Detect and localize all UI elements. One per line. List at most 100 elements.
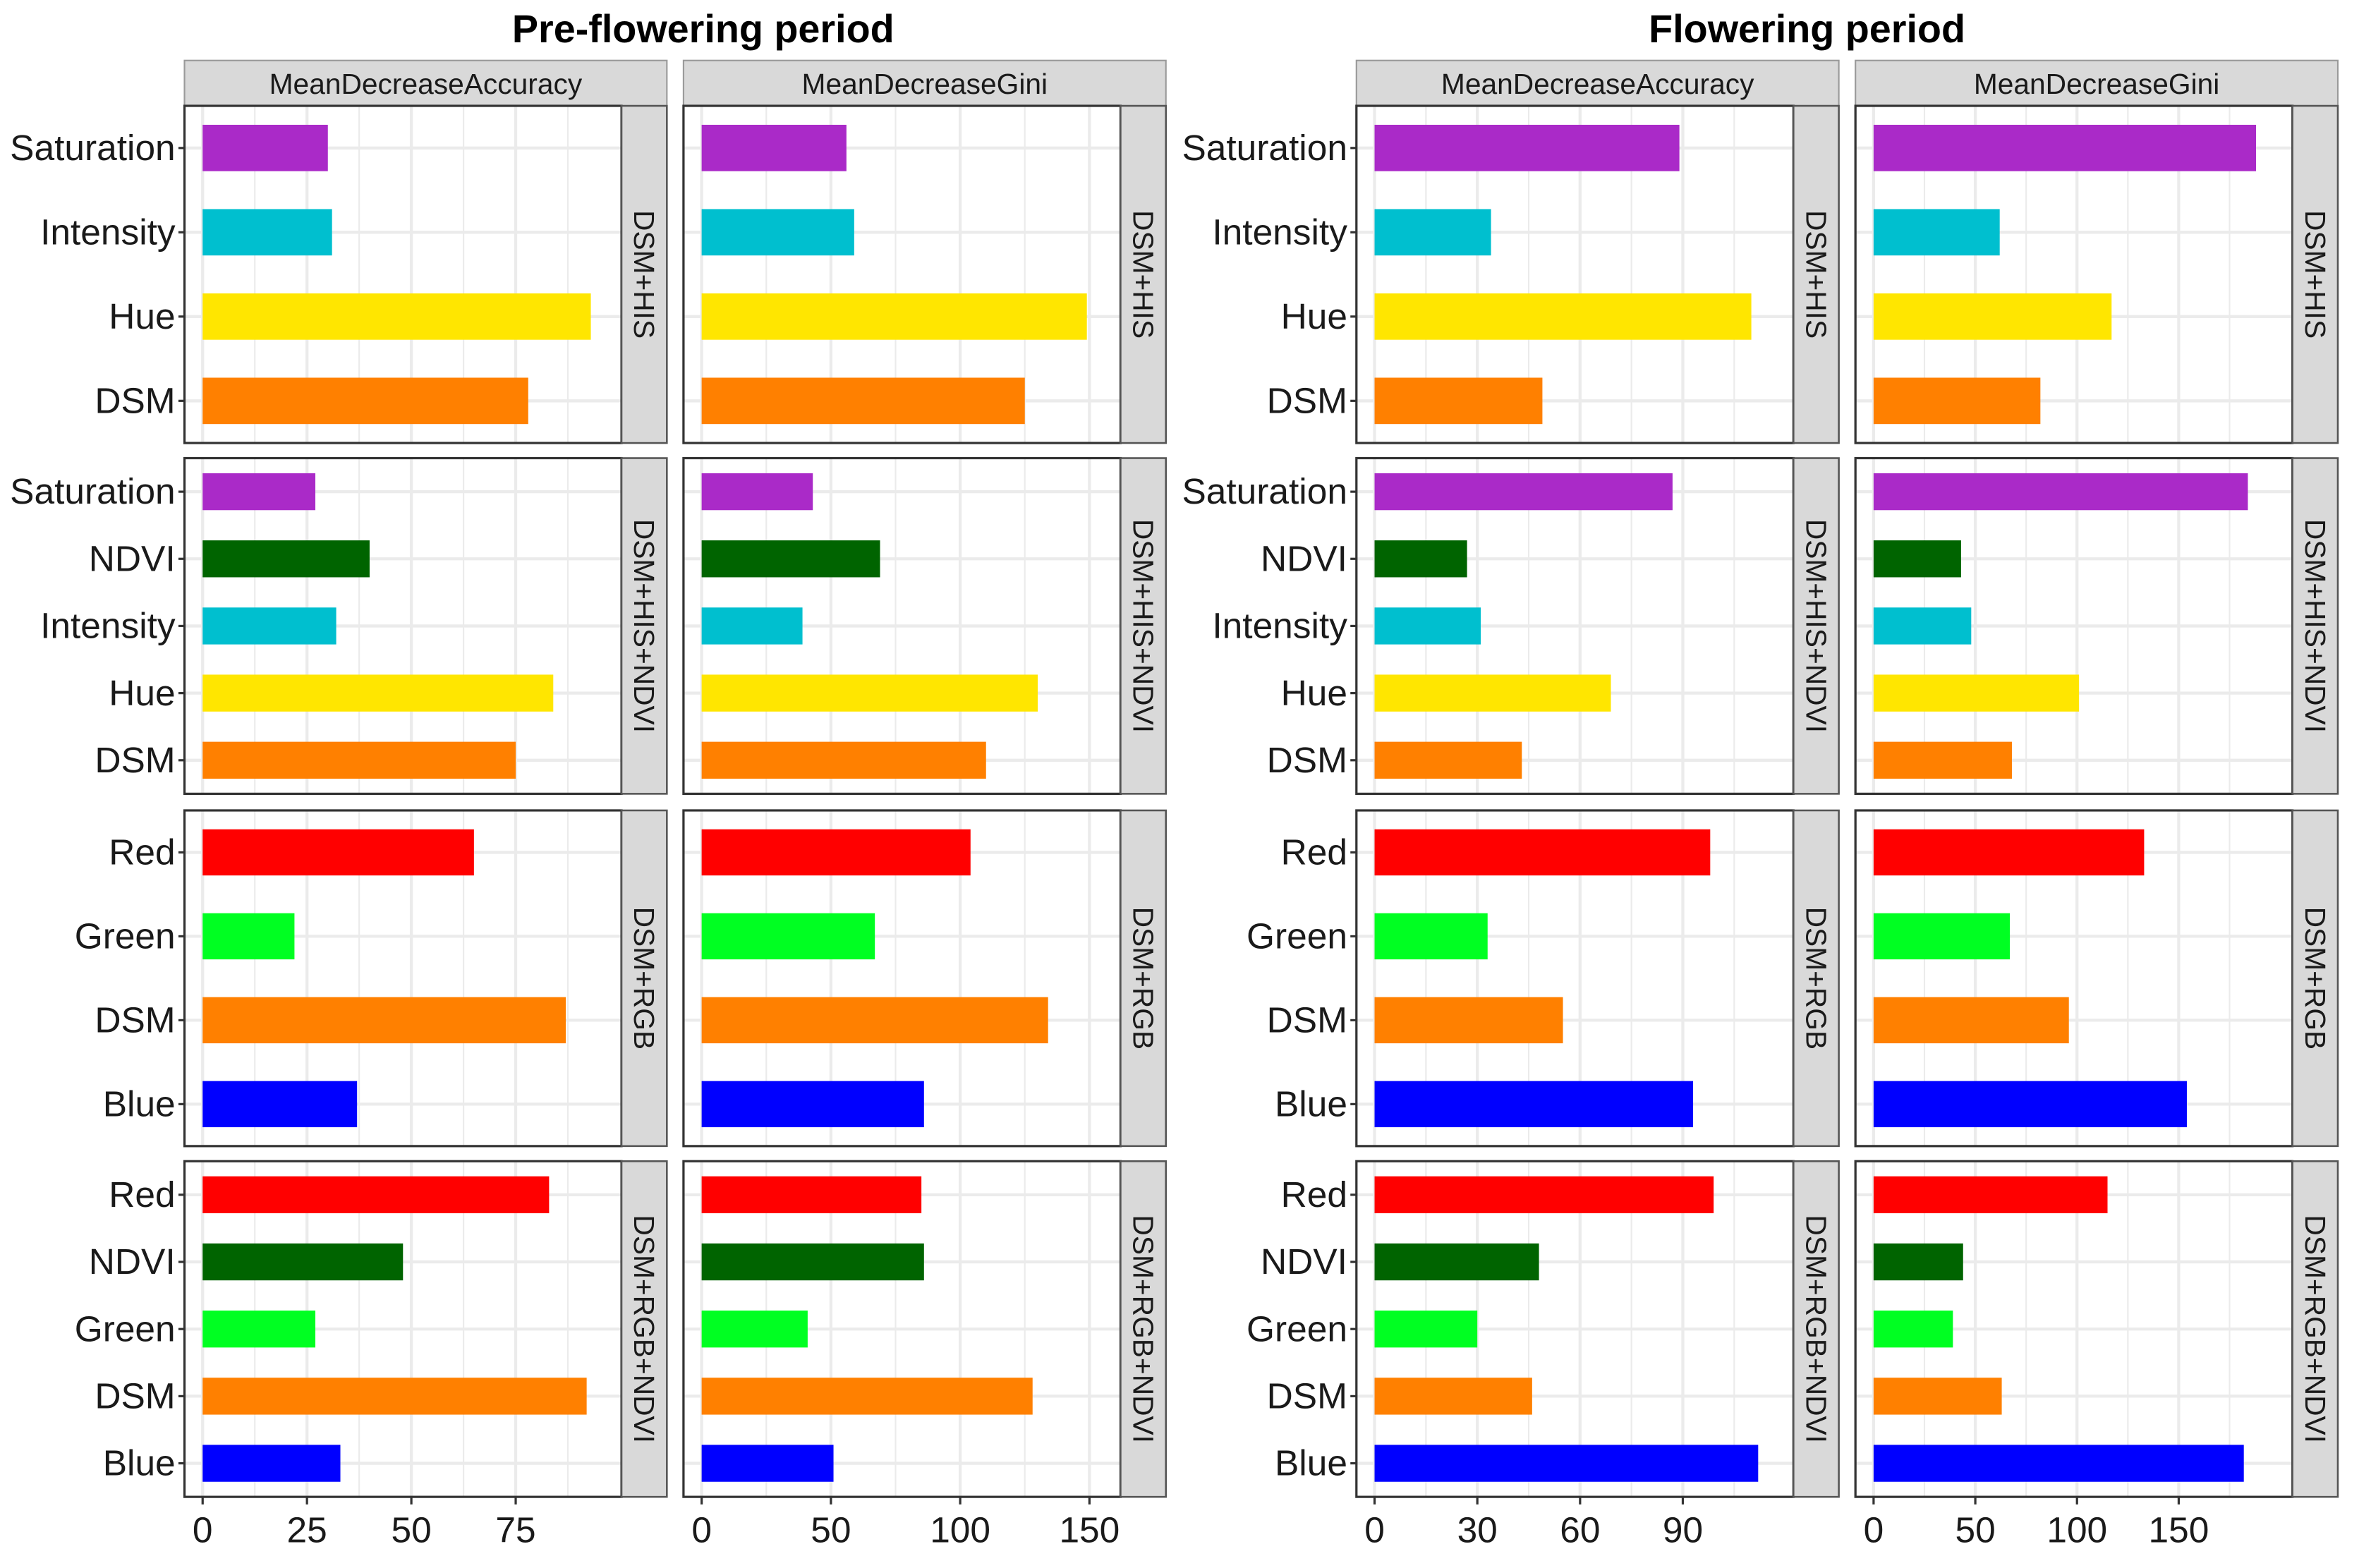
facet-row-strip [2291,104,2339,444]
bar-green [202,913,295,960]
y-tick-label: Blue [1275,1083,1347,1124]
facet-column-strip [1355,59,1840,107]
facet-row-label: DSM+RGB [1127,907,1160,1050]
bar-green [1374,913,1488,960]
y-tick-label: DSM [1267,379,1347,420]
bar-hue [1374,674,1611,712]
y-tick-label: NDVI [89,1241,176,1282]
bar-saturation [701,473,813,511]
group-title: Flowering period [1649,7,1965,51]
bar-dsm [701,741,986,779]
y-tick-label: Blue [103,1083,176,1124]
y-tick-label: Green [75,916,176,956]
y-tick-label: Green [1247,1308,1347,1349]
bar-dsm [1873,997,2069,1044]
facet-row-label: DSM+RGB+NDVI [2299,1215,2331,1443]
bar-dsm [202,997,566,1044]
bar-saturation [1873,473,2248,511]
facet-row-label: DSM+HIS+NDVI [2299,519,2331,733]
y-tick-label: Intensity [40,211,176,252]
y-tick-label: Red [1281,1174,1347,1215]
bar-dsm [1374,1378,1532,1415]
y-tick-label: DSM [95,1375,175,1416]
bar-ndvi [202,1243,404,1281]
y-tick-label: Red [1281,832,1347,873]
x-tick-label: 75 [495,1509,535,1550]
facet-row-label: DSM+HIS+NDVI [1800,519,1832,733]
bar-dsm [701,1378,1033,1415]
bar-blue [202,1445,341,1482]
facet-row-strip [1793,809,1840,1148]
x-tick-label: 0 [1864,1509,1884,1550]
x-tick-label: 50 [811,1509,851,1550]
x-tick-label: 60 [1560,1509,1600,1550]
bar-red [701,1176,922,1214]
y-tick-label: NDVI [89,537,176,578]
bar-dsm [202,1378,587,1415]
bar-dsm [1374,997,1563,1044]
x-tick-label: 90 [1663,1509,1703,1550]
y-tick-label: Hue [1281,296,1347,336]
bar-saturation [701,124,847,171]
y-tick-label: DSM [95,379,175,420]
facet-row-label: DSM+HIS [628,210,660,339]
x-tick-label: 150 [2149,1509,2209,1550]
bar-dsm [701,377,1025,425]
bar-hue [1374,293,1752,340]
bar-saturation [202,124,328,171]
facet-row-label: DSM+HIS [2299,210,2331,339]
facet-column-strip [183,59,668,107]
x-tick-label: 0 [1364,1509,1385,1550]
bar-dsm [1374,377,1543,425]
bar-red [701,829,971,876]
bar-dsm [1873,1378,2002,1415]
facet-row-label: DSM+RGB [628,907,660,1050]
y-tick-label: Saturation [1182,127,1347,168]
facet-column-label: MeanDecreaseAccuracy [269,68,583,100]
y-tick-label: NDVI [1261,1241,1347,1282]
bar-intensity [1374,607,1481,645]
facet-row-label: DSM+RGB+NDVI [1800,1215,1832,1443]
facet-row-label: DSM+RGB [1800,907,1832,1050]
facet-row-label: DSM+HIS+NDVI [628,519,660,733]
bar-dsm [1873,741,2012,779]
bar-dsm [1873,377,2041,425]
y-tick-label: DSM [95,739,175,780]
facet-row-strip [620,457,668,795]
bar-intensity [1374,209,1491,256]
bar-blue [1873,1445,2244,1482]
bar-ndvi [1374,1243,1539,1281]
bar-intensity [202,209,332,256]
bar-blue [202,1081,358,1128]
bar-green [701,1311,808,1348]
facet-row-label: DSM+RGB+NDVI [628,1215,660,1443]
facet-row-label: DSM+HIS [1127,210,1160,339]
y-tick-label: Blue [103,1442,176,1483]
y-tick-label: Red [109,832,175,873]
bar-intensity [1873,209,2000,256]
facet-row-label: DSM+HIS [1800,210,1832,339]
bar-saturation [1374,473,1673,511]
bar-ndvi [202,540,370,578]
y-tick-label: Hue [1281,672,1347,713]
bar-dsm [202,377,528,425]
facet-row-strip [2291,1160,2339,1498]
facet-row-strip [2291,457,2339,795]
x-tick-label: 0 [691,1509,712,1550]
bar-hue [202,674,554,712]
y-tick-label: Green [1247,916,1347,956]
x-tick-label: 150 [1059,1509,1120,1550]
bar-hue [1873,293,2112,340]
bar-ndvi [1374,540,1467,578]
facet-row-label: DSM+RGB [2299,907,2331,1050]
bar-red [1873,829,2145,876]
facet-column-label: MeanDecreaseGini [1974,68,2220,100]
x-tick-label: 100 [2046,1509,2107,1550]
bar-blue [701,1445,834,1482]
facet-column-label: MeanDecreaseGini [802,68,1048,100]
y-tick-label: Intensity [40,605,176,646]
bar-green [202,1311,316,1348]
facet-row-strip [1793,457,1840,795]
y-tick-label: Hue [109,672,175,713]
